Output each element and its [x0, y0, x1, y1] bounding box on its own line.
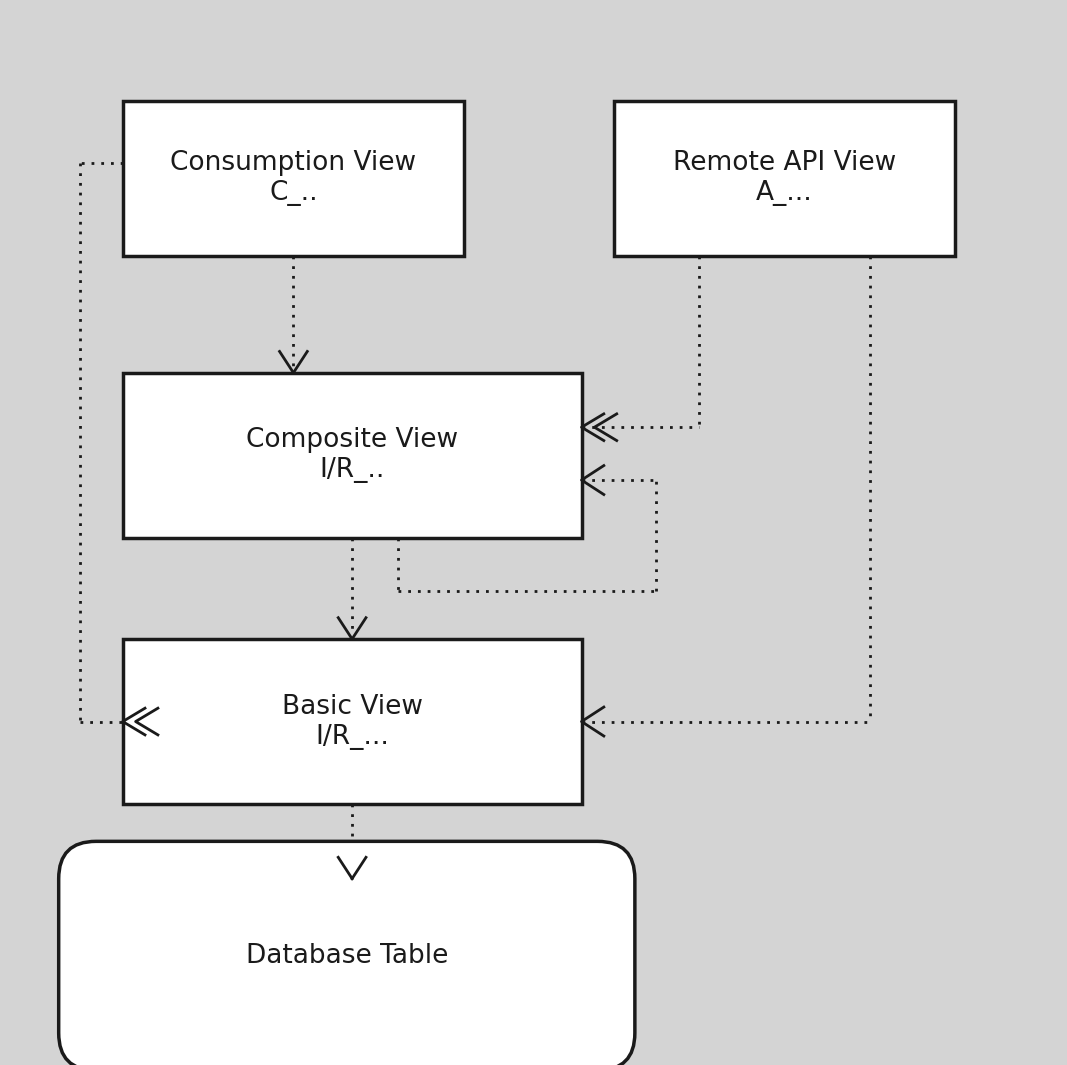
- Text: Composite View
I/R_..: Composite View I/R_..: [246, 427, 458, 484]
- Text: Basic View
I/R_...: Basic View I/R_...: [282, 693, 423, 750]
- Text: Database Table: Database Table: [245, 943, 448, 969]
- FancyBboxPatch shape: [123, 101, 464, 256]
- FancyBboxPatch shape: [59, 841, 635, 1065]
- Text: Consumption View
C_..: Consumption View C_..: [171, 150, 416, 207]
- FancyBboxPatch shape: [614, 101, 955, 256]
- Text: Remote API View
A_...: Remote API View A_...: [672, 150, 896, 207]
- FancyBboxPatch shape: [123, 639, 582, 804]
- FancyBboxPatch shape: [123, 373, 582, 538]
